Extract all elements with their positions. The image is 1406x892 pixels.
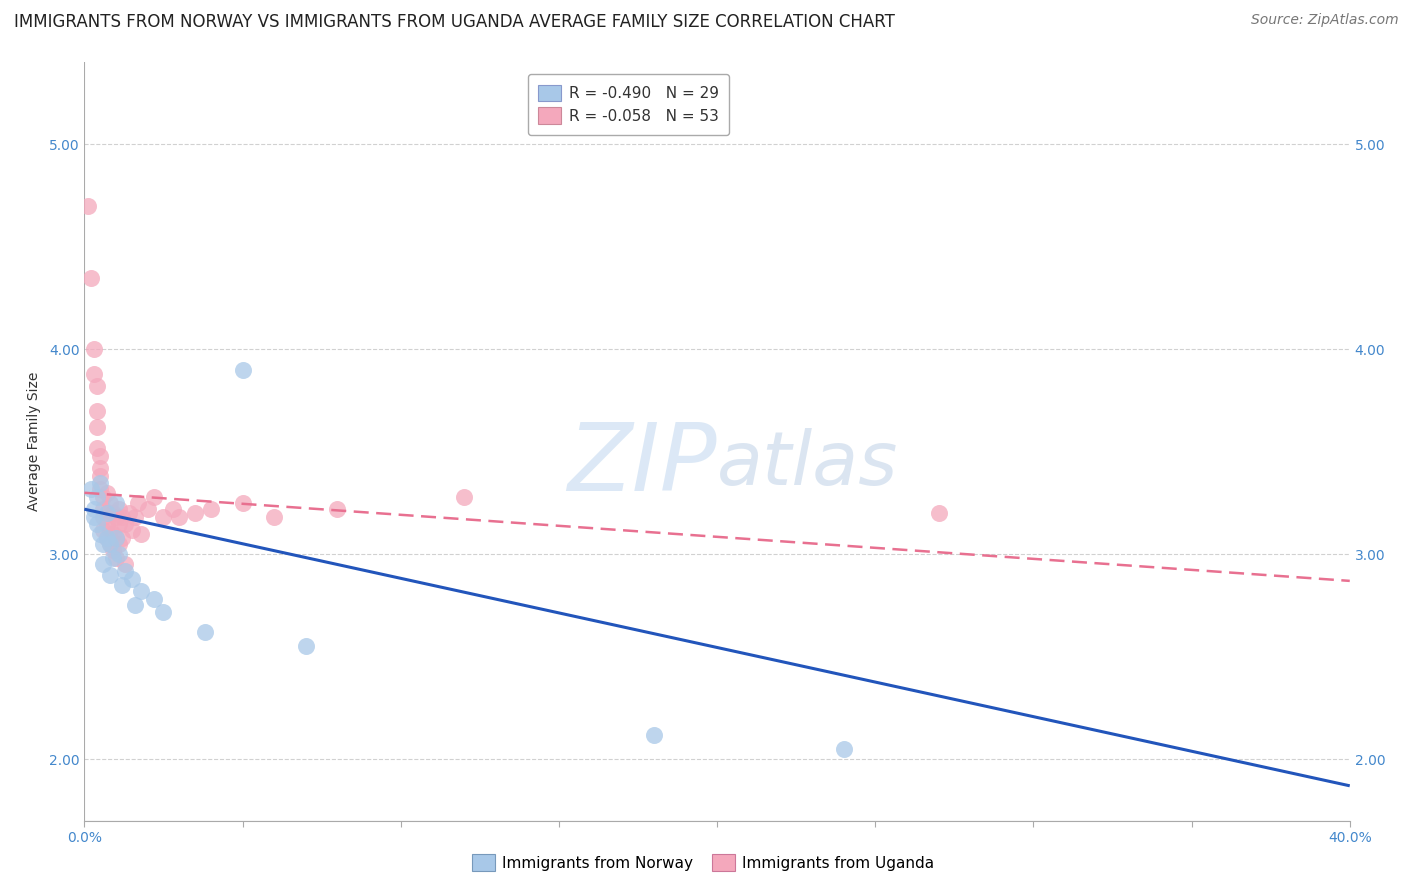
Point [152,605,174,619]
Point [86,379,108,393]
Point [114,516,136,531]
Text: ZIP: ZIP [568,418,717,510]
Point [101,551,124,566]
Point [129,584,153,599]
Point [76,199,98,213]
Legend: Immigrants from Norway, Immigrants from Uganda: Immigrants from Norway, Immigrants from … [465,848,941,877]
Point [86,516,108,531]
Point [169,510,191,524]
Point [96,531,118,545]
Point [89,449,111,463]
Point [193,625,217,640]
Point [86,404,108,418]
Point [86,441,108,455]
Point [89,475,111,490]
Point [98,537,121,551]
Point [143,490,166,504]
Point [105,496,127,510]
Point [98,537,121,551]
Point [295,640,318,654]
Text: Source: ZipAtlas.com: Source: ZipAtlas.com [1251,13,1399,28]
Point [89,526,111,541]
Point [143,592,166,607]
Point [79,270,103,285]
Point [136,502,159,516]
Point [105,531,127,545]
Point [89,482,111,496]
Point [83,510,105,524]
Point [118,506,141,520]
Point [96,506,118,520]
Point [124,599,146,613]
Point [162,502,184,516]
Point [111,510,134,524]
Point [83,343,105,357]
Text: IMMIGRANTS FROM NORWAY VS IMMIGRANTS FROM UGANDA AVERAGE FAMILY SIZE CORRELATION: IMMIGRANTS FROM NORWAY VS IMMIGRANTS FRO… [14,13,896,31]
Point [832,742,855,756]
Point [114,564,136,578]
Point [263,510,285,524]
Point [96,531,118,545]
Point [152,510,174,524]
Point [89,469,111,483]
Point [121,523,143,537]
Point [184,506,207,520]
Point [96,516,118,531]
Point [101,526,124,541]
Point [124,510,146,524]
Point [231,363,254,377]
Point [93,537,115,551]
Point [108,502,131,516]
Point [93,490,115,504]
Point [98,523,121,537]
Point [114,558,136,572]
Point [93,510,115,524]
Point [101,543,124,558]
Point [129,526,153,541]
Point [93,502,115,516]
Point [108,547,131,561]
Point [93,558,115,572]
Point [643,728,665,742]
Point [93,523,115,537]
Point [86,420,108,434]
Point [86,490,108,504]
Point [127,496,149,510]
Point [108,537,131,551]
Point [98,496,121,510]
Point [96,485,118,500]
Point [453,490,475,504]
Point [83,367,105,381]
Point [326,502,349,516]
Point [231,496,254,510]
Point [105,551,127,566]
Point [89,461,111,475]
Point [83,502,105,516]
Y-axis label: Average Family Size: Average Family Size [27,372,41,511]
Point [105,531,127,545]
Point [98,567,121,582]
Point [121,572,143,586]
Point [105,510,127,524]
Text: atlas: atlas [717,428,898,500]
Point [96,506,118,520]
Point [111,578,134,592]
Point [200,502,222,516]
Point [111,531,134,545]
Legend: R = -0.490   N = 29, R = -0.058   N = 53: R = -0.490 N = 29, R = -0.058 N = 53 [527,74,730,135]
Point [79,482,103,496]
Point [108,516,131,531]
Point [928,506,950,520]
Point [101,506,124,520]
